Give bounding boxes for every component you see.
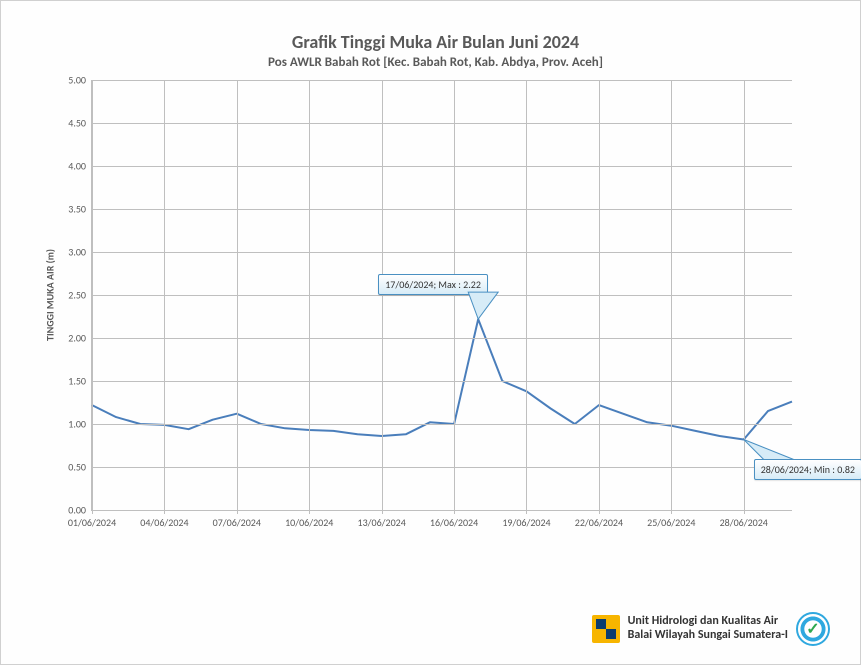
gridline-h: [92, 338, 792, 339]
gridline-h: [92, 381, 792, 382]
gridline-h: [92, 80, 792, 81]
gridline-v: [164, 80, 165, 510]
footer-line-2: Balai Wilayah Sungai Sumatera-I: [628, 629, 788, 643]
x-tick-label: 25/06/2024: [647, 516, 695, 529]
x-tick-mark: [454, 510, 455, 514]
gridline-h: [92, 424, 792, 425]
x-tick-mark: [599, 510, 600, 514]
x-tick-label: 28/06/2024: [720, 516, 768, 529]
chart-title: Grafik Tinggi Muka Air Bulan Juni 2024: [41, 31, 830, 53]
gridline-v: [671, 80, 672, 510]
gridline-v: [237, 80, 238, 510]
x-tick-label: 19/06/2024: [502, 516, 550, 529]
y-tick-label: 3.50: [68, 203, 86, 216]
gridline-v: [599, 80, 600, 510]
gridline-v: [92, 80, 93, 510]
check-badge-icon: [796, 612, 830, 646]
chart-area: Grafik Tinggi Muka Air Bulan Juni 2024 P…: [41, 31, 830, 584]
x-tick-label: 07/06/2024: [213, 516, 261, 529]
x-tick-label: 13/06/2024: [358, 516, 406, 529]
y-tick-label: 5.00: [68, 74, 86, 87]
pu-logo-icon: [592, 615, 620, 643]
footer-line-1: Unit Hidrologi dan Kualitas Air: [628, 615, 788, 629]
x-tick-mark: [309, 510, 310, 514]
x-tick-mark: [237, 510, 238, 514]
x-tick-mark: [744, 510, 745, 514]
y-tick-label: 2.50: [68, 289, 86, 302]
gridline-h: [92, 166, 792, 167]
data-callout: 17/06/2024; Max : 2.22: [378, 274, 488, 295]
chart-subtitle: Pos AWLR Babah Rot [Kec. Babah Rot, Kab.…: [41, 55, 830, 70]
y-tick-label: 0.50: [68, 461, 86, 474]
x-tick-label: 04/06/2024: [140, 516, 188, 529]
gridline-v: [744, 80, 745, 510]
x-tick-mark: [526, 510, 527, 514]
y-tick-label: 3.00: [68, 246, 86, 259]
y-tick-label: 0.00: [68, 504, 86, 517]
y-tick-label: 1.00: [68, 418, 86, 431]
y-tick-label: 2.00: [68, 332, 86, 345]
gridline-h: [92, 295, 792, 296]
page: Grafik Tinggi Muka Air Bulan Juni 2024 P…: [0, 0, 861, 665]
gridline-h: [92, 209, 792, 210]
gridline-v: [309, 80, 310, 510]
y-tick-label: 4.50: [68, 117, 86, 130]
x-tick-mark: [92, 510, 93, 514]
footer: Unit Hidrologi dan Kualitas Air Balai Wi…: [592, 612, 830, 646]
y-axis-label: TINGGI MUKA AIR (m): [44, 249, 57, 341]
gridline-v: [526, 80, 527, 510]
footer-text: Unit Hidrologi dan Kualitas Air Balai Wi…: [628, 615, 788, 643]
data-callout: 28/06/2024; Min : 0.82: [754, 459, 861, 480]
x-tick-mark: [164, 510, 165, 514]
y-tick-label: 4.00: [68, 160, 86, 173]
plot-area: TINGGI MUKA AIR (m) 0.000.501.001.502.00…: [91, 80, 792, 511]
x-tick-mark: [382, 510, 383, 514]
x-tick-label: 10/06/2024: [285, 516, 333, 529]
gridline-h: [92, 123, 792, 124]
gridline-h: [92, 252, 792, 253]
y-tick-label: 1.50: [68, 375, 86, 388]
x-tick-label: 22/06/2024: [575, 516, 623, 529]
x-tick-mark: [671, 510, 672, 514]
gridline-h: [92, 467, 792, 468]
x-tick-label: 01/06/2024: [68, 516, 116, 529]
x-tick-label: 16/06/2024: [430, 516, 478, 529]
